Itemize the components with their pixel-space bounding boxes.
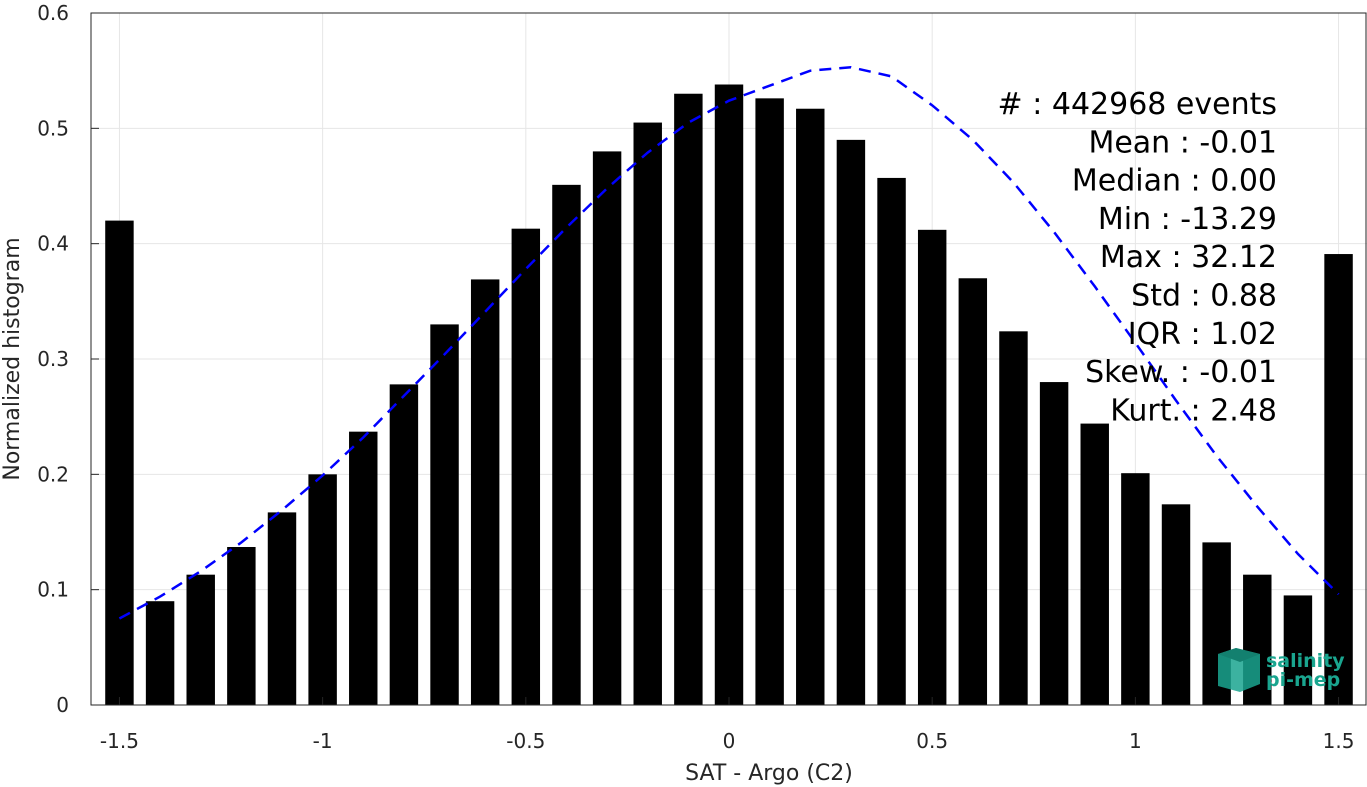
y-tick-label: 0.2 — [37, 462, 69, 486]
histogram-bar — [958, 278, 988, 705]
fit-curve — [118, 65, 1340, 620]
histogram-bar — [1161, 504, 1191, 705]
y-tick-label: 0.4 — [37, 232, 69, 256]
y-tick-label: 0.3 — [37, 347, 69, 371]
histogram-bar — [308, 474, 337, 705]
stats-line: # : 442968 events — [998, 87, 1277, 122]
histogram-bar — [145, 601, 175, 705]
bars-group — [105, 84, 1353, 706]
histogram-bar — [1039, 382, 1069, 705]
histogram-bar — [633, 122, 662, 706]
histogram-bar — [999, 331, 1028, 705]
histogram-bar — [552, 184, 581, 705]
histogram-bar — [267, 512, 297, 705]
x-tick-label: -1.5 — [100, 729, 139, 753]
histogram-bar — [349, 431, 378, 705]
x-ticks: -1.5 -1 -0.5 0 0.5 1 1.5 — [100, 697, 1355, 753]
stats-line: Median : 0.00 — [1072, 164, 1277, 199]
y-tick-label: 0.1 — [37, 578, 69, 602]
stats-line: Mean : -0.01 — [1088, 125, 1277, 160]
logo-cube-shade — [1218, 648, 1260, 662]
histogram-bar — [186, 574, 215, 705]
histogram-bar — [1121, 473, 1150, 705]
histogram-bar — [714, 84, 744, 706]
histogram-bar — [877, 177, 906, 706]
x-tick-label: 1 — [1129, 729, 1142, 753]
histogram-bar — [592, 151, 622, 705]
stats-line: Min : -13.29 — [1098, 202, 1277, 237]
histogram-bar — [674, 93, 703, 705]
y-tick-label: 0 — [56, 693, 69, 717]
histogram-bar — [389, 384, 419, 705]
stats-line: Skew. : -0.01 — [1085, 355, 1277, 390]
y-ticks: 0 0.1 0.2 0.3 0.4 0.5 0.6 — [37, 1, 99, 717]
histogram-bar — [227, 546, 256, 705]
histogram-bar — [105, 220, 134, 705]
histogram-bar — [470, 279, 500, 705]
y-tick-label: 0.6 — [37, 1, 69, 25]
histogram-bar — [1324, 254, 1353, 705]
histogram-bar — [796, 108, 825, 705]
y-tick-label: 0.5 — [37, 116, 69, 140]
stats-line: IQR : 1.02 — [1128, 317, 1277, 352]
histogram-bar — [430, 324, 459, 705]
logo-cube-icon — [1218, 648, 1260, 692]
logo-line1: salinity — [1266, 650, 1345, 672]
logo-line2: pi-mep — [1266, 669, 1340, 691]
stats-line: Kurt. : 2.48 — [1110, 393, 1277, 428]
x-axis-label: SAT - Argo (C2) — [685, 761, 853, 786]
histogram-bar — [1283, 595, 1313, 705]
salinity-pimep-logo: salinity pi-mep — [1218, 648, 1345, 692]
histogram-bar — [917, 229, 947, 705]
x-tick-label: 0 — [723, 729, 736, 753]
stats-line: Std : 0.88 — [1131, 279, 1277, 314]
x-tick-label: 0.5 — [916, 729, 948, 753]
x-tick-label: -1 — [313, 729, 333, 753]
histogram-bar — [836, 139, 866, 705]
y-axis-label: Normalized histogram — [0, 237, 25, 480]
stats-line: Max : 32.12 — [1100, 240, 1277, 275]
histogram-bar — [511, 228, 541, 705]
x-tick-label: -0.5 — [506, 729, 545, 753]
x-tick-label: 1.5 — [1323, 729, 1355, 753]
histogram-bar — [1080, 423, 1109, 705]
histogram-bar — [755, 98, 784, 705]
